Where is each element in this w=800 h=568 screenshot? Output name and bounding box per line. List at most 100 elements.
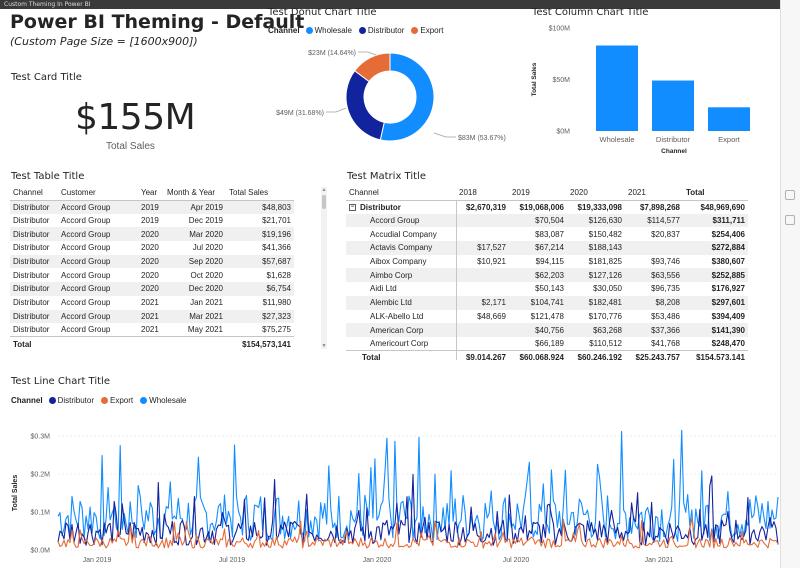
table-row[interactable]: Distributor Accord Group 2020 Oct 2020 $1,62… [10,268,294,282]
line-chart[interactable]: $0.3M $0.2M $0.1M $0.0M Jan 2019 Jul 2019 Jan … [8,420,779,568]
matrix-cell: Alembic Ltd [346,295,457,310]
line-legend-label: Distributor [57,396,95,405]
table-cell: Accord Group [61,270,111,280]
table-scrollbar[interactable]: ▲ ▼ [321,187,327,349]
table-row[interactable]: Distributor Accord Group 2020 Jul 2020 $41,3… [10,241,294,255]
matrix-row[interactable]: American Corp $40,756 $63,268 $37,366 $141,3… [346,323,748,337]
table-cell: 2019 [141,216,159,226]
matrix-group-label[interactable]: − Distributor [346,200,457,214]
line-series-export[interactable] [57,517,779,549]
table-row[interactable]: Distributor Accord Group 2021 Jan 2021 $11,9… [10,296,294,310]
matrix-cell: $394,409 [711,311,745,321]
donut-legend-distributor[interactable]: Distributor [358,26,404,35]
table-cell: Distributor [10,254,58,269]
matrix-header-2020[interactable]: 2020 [567,185,625,201]
line-series-distributor[interactable] [57,473,779,546]
table-row[interactable]: Distributor Accord Group 2020 Mar 2020 $19,1… [10,227,294,242]
matrix-cell: $248,470 [711,338,745,348]
matrix-header-2018[interactable]: 2018 [456,185,509,201]
matrix-header-total[interactable]: Total [683,185,748,201]
table-row[interactable]: Distributor Accord Group 2019 Dec 2019 $21,7… [10,214,294,228]
column-y-tick: $50M [552,77,570,84]
matrix-row[interactable]: Actavis Company $17,527 $67,214 $188,143 $27… [346,241,748,255]
matrix-cell: $70,504 [509,213,567,228]
table-cell: $1,628 [266,270,291,280]
card-value[interactable]: $155M [75,97,196,138]
column-bar-distributor[interactable] [652,80,694,131]
matrix-row[interactable]: Aibox Company $10,921 $94,115 $181,825 $93,7… [346,254,748,269]
scroll-up-icon[interactable]: ▲ [321,187,327,193]
line-series-wholesale[interactable] [57,429,779,542]
column-x-tick: Wholesale [599,135,634,144]
window-title: Custom Theming In Power BI [4,1,91,8]
table-cell: $41,366 [262,243,291,253]
matrix-cell: $62,203 [509,268,567,283]
matrix-group-cell: $19,333,098 [577,202,623,212]
matrix-row[interactable]: Accudial Company $83,087 $150,482 $20,837 $2… [346,227,748,242]
table-header-total-sales[interactable]: Total Sales [226,185,294,201]
matrix-cell: $30,050 [593,284,622,294]
table-cell: $19,196 [226,227,294,242]
donut-slice-distributor[interactable] [345,70,385,141]
matrix-row[interactable]: Aimbo Corp $62,203 $127,126 $63,556 $252,885 [346,268,748,283]
matrix-cell: $96,735 [651,284,680,294]
matrix-cell: Aibox Company [346,254,457,269]
donut-legend-wholesale[interactable]: Wholesale [305,26,352,35]
matrix-header-2019[interactable]: 2019 [509,185,567,201]
table-cell: 2021 [141,298,159,308]
line-x-tick: Jul 2020 [503,557,530,564]
table-title: Test Table Title [11,171,85,182]
table-cell: Accord Group [58,282,138,296]
scroll-down-icon[interactable]: ▼ [321,343,327,349]
line-legend-distributor[interactable]: Distributor [48,396,95,405]
filter-icon[interactable] [785,190,795,200]
matrix-row[interactable]: Aidi Ltd $50,143 $30,050 $96,735 $176,927 [346,282,748,296]
donut-slice-export[interactable] [353,52,391,83]
matrix-cell [456,282,509,296]
table-row[interactable]: Distributor Accord Group 2020 Dec 2020 $6,75… [10,282,294,296]
collapse-icon[interactable]: − [349,203,356,211]
matrix-cell: $17,527 [456,241,509,255]
window-title-bar: Custom Theming In Power BI [0,0,800,9]
table-header-customer[interactable]: Customer [58,185,138,201]
donut-chart[interactable]: $83M (53.67%) $49M (31.68%) $23M (14.64%) [270,40,506,155]
matrix-group-row[interactable]: − Distributor $2,670,319 $19,068,006 $19,333… [346,200,748,214]
visual-icon[interactable] [785,215,795,225]
matrix-cell: $41,768 [651,338,680,348]
donut-slice-wholesale[interactable] [379,52,435,142]
table-row[interactable]: Distributor Accord Group 2019 Apr 2019 $48,8… [10,200,294,214]
matrix-header-channel[interactable]: Channel [346,185,456,201]
matrix-total-cell: $154,573,141 [683,350,748,360]
matrix-cell [456,323,509,337]
table-header-year[interactable]: Year [138,185,164,201]
table-cell: Mar 2020 [164,227,226,242]
column-chart[interactable]: $100M $50M $0M Wholesale Distributor Export Ch… [520,18,780,160]
donut-legend-label: Export [420,26,444,35]
table-header-month-year[interactable]: Month & Year [164,185,226,201]
line-legend-wholesale[interactable]: Wholesale [140,396,187,405]
matrix-row[interactable]: Americourt Corp $66,189 $110,512 $41,768 $24… [346,336,748,351]
line-legend-export[interactable]: Export [101,396,133,405]
column-bar-wholesale[interactable] [596,45,638,131]
matrix-row[interactable]: ALK-Abello Ltd $48,669 $121,478 $170,776 $53… [346,309,748,324]
table-row[interactable]: Distributor Accord Group 2021 Mar 2021 $27,3… [10,309,294,324]
column-bar-export[interactable] [708,107,750,131]
table-row[interactable]: Distributor Accord Group 2021 May 2021 $75,2… [10,323,294,337]
matrix-row[interactable]: Alembic Ltd $2,171 $104,741 $182,481 $8,208 $… [346,295,748,310]
matrix-cell: $93,746 [651,257,680,267]
table-row[interactable]: Distributor Accord Group 2020 Sep 2020 $57,6… [10,254,294,269]
matrix-row[interactable]: Accord Group $70,504 $126,630 $114,577 $311,… [346,213,748,228]
line-x-tick: Jan 2021 [645,557,674,564]
table-cell: Accord Group [61,325,111,335]
donut-legend-export[interactable]: Export [411,26,444,35]
table-scroll-thumb[interactable] [322,195,326,209]
table-cell: Accord Group [61,298,111,308]
matrix-cell: $104,741 [509,295,567,310]
matrix-cell: Actavis Company [346,241,457,255]
column-y-axis-label: Total Sales [531,62,538,96]
matrix-header-2021[interactable]: 2021 [625,185,683,201]
table-header-channel[interactable]: Channel [10,185,58,201]
sales-table-grid: Channel Customer Year Month & Year Total… [10,185,294,351]
line-legend: Channel Distributor Export Wholesale [11,396,190,405]
table-cell: Distributor [13,270,50,280]
